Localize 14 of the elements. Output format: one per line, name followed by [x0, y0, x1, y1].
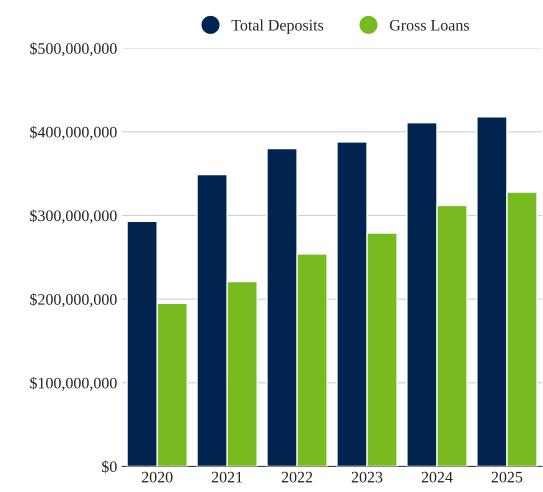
x-tick-label: 2020: [142, 472, 173, 483]
y-tick-label: $300,000,000: [30, 209, 117, 224]
x-tick-label: 2025: [492, 472, 522, 483]
y-tick-label: $100,000,000: [30, 376, 117, 391]
legend-label: Gross Loans: [390, 20, 469, 31]
x-tick-label: 2021: [212, 472, 242, 483]
y-tick-label: $400,000,000: [30, 126, 117, 140]
y-tick-label: $200,000,000: [30, 293, 117, 308]
x-tick-label: 2024: [422, 472, 453, 483]
x-tick-label: 2022: [282, 472, 312, 483]
y-tick-label: $500,000,000: [30, 42, 117, 56]
legend-label: Total Deposits: [232, 19, 324, 34]
y-tick-label: $0: [102, 460, 117, 474]
x-tick-label: 2023: [352, 472, 382, 483]
